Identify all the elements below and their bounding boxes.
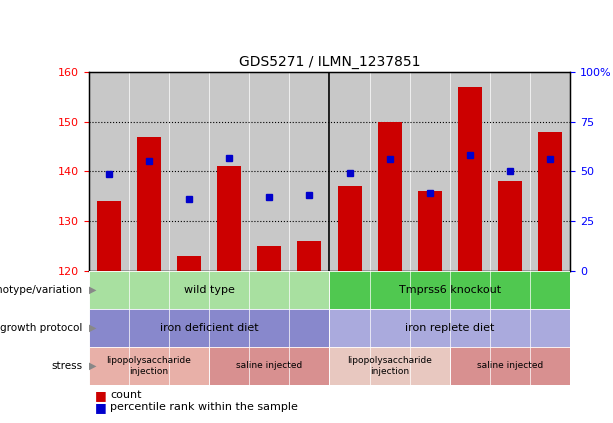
Bar [458, 87, 482, 271]
Text: saline injected: saline injected [477, 361, 543, 371]
Bar [137, 137, 161, 271]
Text: genotype/variation: genotype/variation [0, 285, 83, 295]
Bar [217, 166, 242, 271]
Text: growth protocol: growth protocol [1, 323, 83, 333]
Text: Tmprss6 knockout: Tmprss6 knockout [398, 285, 501, 295]
Bar [257, 246, 281, 271]
Text: ▶: ▶ [89, 285, 96, 295]
Text: lipopolysaccharide
injection: lipopolysaccharide injection [347, 356, 432, 376]
Text: percentile rank within the sample: percentile rank within the sample [110, 402, 298, 412]
Bar [97, 201, 121, 271]
Bar [538, 132, 562, 271]
Bar [330, 347, 450, 385]
Text: iron deficient diet: iron deficient diet [160, 323, 259, 333]
Bar [330, 271, 570, 309]
Text: lipopolysaccharide
injection: lipopolysaccharide injection [107, 356, 191, 376]
Bar [89, 309, 330, 347]
Bar [89, 271, 330, 309]
Text: ▶: ▶ [89, 323, 96, 333]
Text: count: count [110, 390, 142, 400]
Text: ■: ■ [95, 401, 107, 414]
Title: GDS5271 / ILMN_1237851: GDS5271 / ILMN_1237851 [238, 55, 421, 69]
Bar [330, 309, 570, 347]
Text: stress: stress [51, 361, 83, 371]
Text: ▶: ▶ [89, 361, 96, 371]
Text: wild type: wild type [184, 285, 235, 295]
Bar [338, 186, 362, 271]
Bar [498, 181, 522, 271]
Bar [297, 241, 321, 271]
Bar [450, 347, 570, 385]
Bar [417, 191, 442, 271]
Bar [177, 256, 201, 271]
Text: iron replete diet: iron replete diet [405, 323, 495, 333]
Bar [378, 121, 402, 271]
Bar [89, 347, 209, 385]
Text: ■: ■ [95, 389, 107, 402]
Bar [209, 347, 330, 385]
Text: saline injected: saline injected [236, 361, 302, 371]
